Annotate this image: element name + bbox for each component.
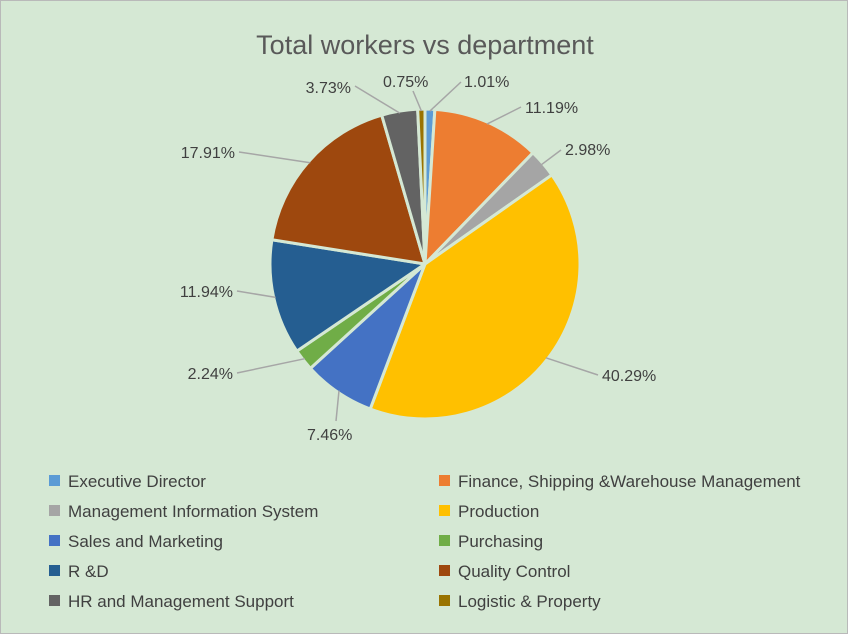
data-label-9: 3.73% — [306, 80, 351, 97]
legend-swatch — [49, 475, 60, 487]
legend-swatch — [49, 505, 60, 517]
pie-slice-7 — [268, 238, 427, 353]
legend-label: Logistic & Property — [458, 592, 601, 611]
leader-line-10 — [412, 90, 423, 112]
data-label-3: 2.98% — [565, 142, 610, 159]
leader-line-7 — [236, 290, 276, 299]
legend-swatch — [439, 505, 450, 517]
legend-label: Production — [458, 502, 540, 521]
data-label-8: 17.91% — [181, 145, 235, 162]
leader-line-8 — [238, 151, 311, 164]
legend-item-4: Production — [439, 501, 539, 523]
data-label-10: 0.75% — [383, 74, 428, 91]
legend-item-10: Logistic & Property — [439, 591, 601, 613]
data-label-7: 11.94% — [180, 284, 233, 301]
data-label-2: 11.19% — [525, 100, 578, 117]
leader-line-9 — [354, 85, 401, 114]
pie-slice-8 — [270, 113, 427, 266]
legend-item-1: Executive Director — [49, 471, 206, 493]
legend-swatch — [49, 535, 60, 547]
legend-swatch — [49, 595, 60, 607]
legend-label: Executive Director — [68, 472, 206, 491]
chart-title: Total workers vs department — [256, 30, 594, 60]
legend-item-2: Finance, Shipping &Warehouse Management — [439, 471, 800, 493]
legend-label: Quality Control — [458, 562, 571, 581]
legend-swatch — [439, 565, 450, 577]
legend-swatch — [439, 535, 450, 547]
legend-label: Finance, Shipping &Warehouse Management — [458, 472, 801, 491]
legend-item-7: R &D — [49, 561, 109, 583]
legend-item-6: Purchasing — [439, 531, 543, 553]
legend-label: R &D — [68, 562, 109, 581]
legend-swatch — [439, 475, 450, 487]
data-label-4: 40.29% — [602, 368, 656, 385]
legend-label: Management Information System — [68, 502, 319, 521]
data-label-1: 1.01% — [464, 74, 509, 91]
legend-label: Purchasing — [458, 532, 544, 551]
legend-item-3: Management Information System — [49, 501, 318, 523]
legend-swatch — [49, 565, 60, 577]
legend-item-8: Quality Control — [439, 561, 570, 583]
leader-line-1 — [429, 81, 462, 112]
leader-line-3 — [540, 149, 562, 166]
legend-label: HR and Management Support — [68, 592, 294, 611]
leader-line-6 — [236, 357, 306, 374]
leader-line-5 — [335, 390, 340, 422]
legend-item-5: Sales and Marketing — [49, 531, 223, 553]
pie-slice-2 — [423, 107, 535, 266]
leader-line-2 — [486, 106, 522, 125]
legend-swatch — [439, 595, 450, 607]
data-label-5: 7.46% — [307, 427, 352, 444]
leader-line-4 — [545, 357, 599, 376]
legend-label: Sales and Marketing — [68, 532, 223, 551]
data-label-6: 2.24% — [188, 366, 233, 383]
legend-item-9: HR and Management Support — [49, 591, 294, 613]
